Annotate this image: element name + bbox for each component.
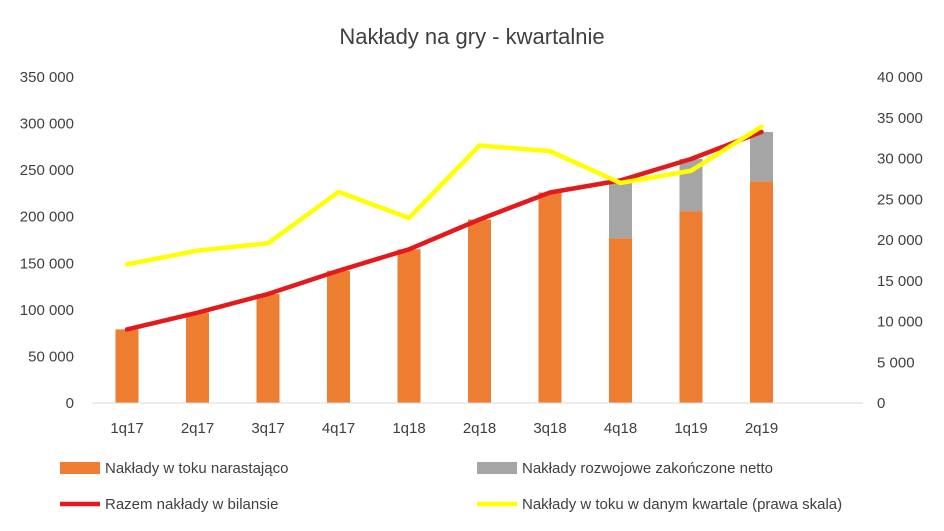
bar-in-progress — [115, 329, 139, 403]
right-tick-label: 10 000 — [877, 314, 923, 331]
bar-in-progress — [468, 219, 491, 403]
x-tick-label: 1q17 — [110, 420, 143, 437]
legend-label: Nakłady w toku w danym kwartale (prawa s… — [522, 496, 842, 513]
bar-in-progress — [609, 238, 632, 403]
right-tick-label: 35 000 — [877, 110, 923, 127]
x-tick-label: 2q18 — [463, 420, 496, 437]
right-tick-label: 25 000 — [877, 191, 923, 208]
legend-label: Nakłady w toku narastająco — [105, 460, 288, 477]
bar-in-progress — [750, 181, 773, 403]
x-tick-label: 1q19 — [674, 420, 707, 437]
x-tick-label: 3q18 — [533, 420, 566, 437]
line-series — [124, 124, 764, 332]
right-tick-label: 40 000 — [877, 69, 923, 86]
legend-swatch — [477, 462, 517, 474]
right-tick-label: 20 000 — [877, 232, 923, 249]
left-tick-label: 300 000 — [20, 116, 74, 133]
legend: Nakłady w toku narastająco Nakłady rozwoj… — [60, 460, 842, 513]
x-tick-label: 4q17 — [322, 420, 355, 437]
right-tick-label: 30 000 — [877, 151, 923, 168]
x-tick-label: 2q17 — [181, 420, 214, 437]
line-total-balance — [124, 129, 764, 332]
left-axis: 0 50 000 100 000 150 000 200 000 250 000 300 0… — [20, 69, 74, 412]
left-tick-label: 50 000 — [28, 348, 74, 365]
bar-in-progress — [256, 294, 280, 403]
bar-series — [115, 131, 773, 403]
left-tick-label: 0 — [66, 395, 74, 412]
x-axis: 1q17 2q17 3q17 4q17 1q18 2q18 3q18 4q18 1q19 2q19 — [110, 420, 778, 437]
legend-swatch — [60, 462, 100, 474]
right-tick-label: 0 — [877, 395, 885, 412]
left-tick-label: 250 000 — [20, 162, 74, 179]
left-tick-label: 350 000 — [20, 69, 74, 86]
x-tick-label: 2q19 — [745, 420, 778, 437]
legend-label: Razem nakłady w bilansie — [105, 496, 278, 513]
line-quarterly-right-scale — [124, 124, 764, 267]
x-tick-label: 4q18 — [604, 420, 637, 437]
left-tick-label: 200 000 — [20, 209, 74, 226]
bar-in-progress — [397, 249, 421, 403]
x-tick-label: 1q18 — [392, 420, 425, 437]
chart-title: Nakłady na gry - kwartalnie — [339, 24, 604, 49]
right-tick-label: 5 000 — [877, 354, 915, 371]
right-tick-label: 15 000 — [877, 273, 923, 290]
bar-in-progress — [327, 270, 350, 403]
right-axis: 0 5 000 10 000 15 000 20 000 25 000 30 000 35 0… — [877, 69, 923, 412]
left-tick-label: 150 000 — [20, 255, 74, 272]
x-tick-label: 3q17 — [251, 420, 284, 437]
bar-in-progress — [679, 211, 703, 403]
bar-completed-net — [609, 180, 632, 239]
bar-in-progress — [538, 192, 562, 403]
bar-in-progress — [186, 312, 209, 403]
bar-completed-net — [750, 131, 773, 182]
legend-label: Nakłady rozwojowe zakończone netto — [522, 460, 773, 477]
left-tick-label: 100 000 — [20, 302, 74, 319]
